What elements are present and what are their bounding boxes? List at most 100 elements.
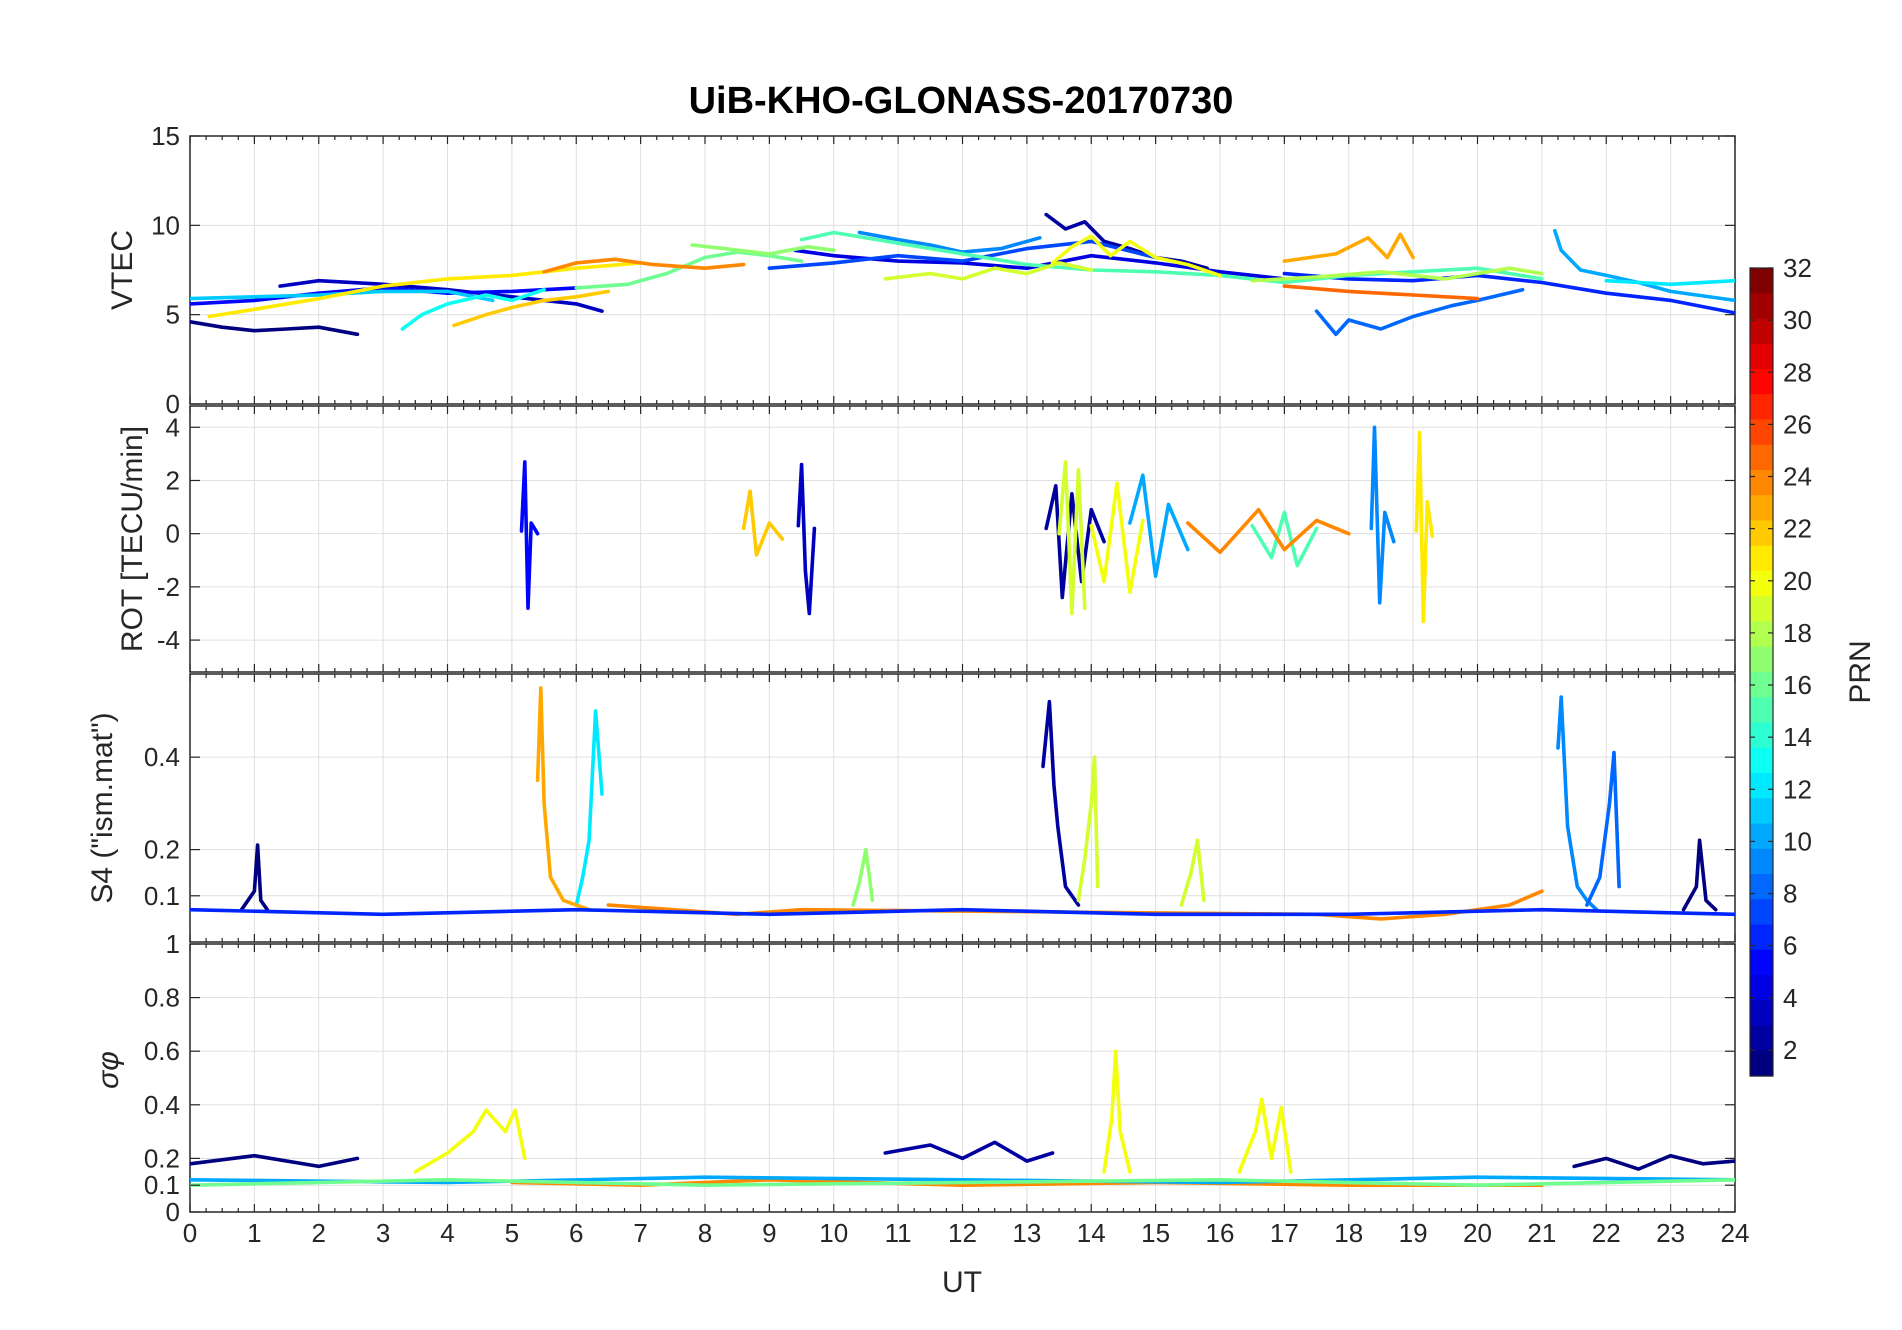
colorbar-tick-label: 28: [1783, 357, 1812, 387]
colorbar-tick-label: 32: [1783, 253, 1812, 283]
s4-trace-prn-12: [574, 709, 604, 907]
sigma-phi-trace-prn-20: [413, 1108, 527, 1174]
colorbar-band: [1750, 1050, 1773, 1077]
colorbar-band: [1750, 773, 1773, 799]
colorbar-tick-label: 8: [1783, 879, 1797, 909]
vtec-ytick-label: 10: [151, 210, 180, 240]
rot-trace-prn-10: [1128, 473, 1190, 578]
s4-trace-prn-2: [1041, 699, 1081, 907]
rot-panel: -4 -2 0 2 4 ROT [TECU/min]: [116, 405, 1736, 673]
s4-trace-prn-23: [535, 686, 591, 912]
s4-trace-prn-19: [1076, 755, 1100, 903]
vtec-trace-prn-6: [1282, 271, 1735, 315]
colorbar-band: [1750, 470, 1773, 496]
s4-panel: 0.1 0.2 0.4 S4 ("ism.mat"): [86, 673, 1736, 943]
x-tick-label: 15: [1141, 1218, 1170, 1248]
vtec-ytick-label: 15: [151, 121, 180, 151]
colorbar-band: [1750, 545, 1773, 572]
x-tick-labels: 0 1 2 3 4 5 6 7 8 9 10 11 12 13 14 15 16 17 18 19 20 21 22 23 24: [183, 1218, 1750, 1248]
vtec-ytick-label: 0: [166, 389, 180, 419]
colorbar-band: [1750, 722, 1773, 749]
colorbar-tick-label: 20: [1783, 566, 1812, 596]
colorbar-band: [1750, 1025, 1773, 1052]
colorbar-band: [1750, 621, 1773, 648]
rot-ytick-label: -2: [157, 572, 180, 602]
vtec-trace-prn-21: [207, 261, 643, 319]
colorbar-band: [1750, 975, 1773, 1001]
x-tick-label: 12: [948, 1218, 977, 1248]
vtec-trace-prn-17: [690, 243, 836, 256]
vtec-trace-prn-15: [799, 230, 1544, 285]
s4-trace-prn-19: [1179, 838, 1206, 907]
s4-trace-prn-6: [190, 907, 1735, 917]
colorbar-band: [1750, 419, 1773, 446]
rot-ytick-label: -4: [157, 625, 180, 655]
x-tick-label: 10: [819, 1218, 848, 1248]
rot-ytick-label: 4: [166, 412, 180, 442]
colorbar-band: [1750, 949, 1773, 976]
x-tick-label: 0: [183, 1218, 197, 1248]
x-tick-label: 13: [1012, 1218, 1041, 1248]
sigma-phi-ytick-label: 1: [166, 929, 180, 959]
colorbar-frame: [1749, 267, 1774, 1077]
vtec-trace-prn-8: [1314, 287, 1525, 337]
vtec-trace-prn-1: [190, 320, 360, 337]
sigma-phi-panel: 00.10.2 0.4 0.6 0.8 1 σφ: [92, 929, 1736, 1227]
x-axis-label: UT: [942, 1266, 982, 1299]
colorbar-tick-label: 26: [1783, 409, 1812, 439]
vtec-panel: 0 5 10 15 VTEC: [106, 121, 1736, 419]
s4-trace-prn-1: [239, 843, 270, 912]
rot-trace-prn-24: [1186, 507, 1351, 555]
x-tick-label: 16: [1206, 1218, 1235, 1248]
vtec-trace-prn-18: [1250, 266, 1544, 283]
x-tick-label: 22: [1592, 1218, 1621, 1248]
vtec-ylabel: VTEC: [106, 230, 139, 310]
colorbar-band: [1750, 798, 1773, 825]
colorbar-band: [1750, 369, 1773, 395]
sigma-phi-trace-prn-1: [190, 1153, 360, 1169]
colorbar-band: [1750, 293, 1773, 320]
colorbar-band: [1750, 318, 1773, 345]
sigma-phi-ylabel: σφ: [92, 1051, 125, 1089]
sigma-phi-trace-prn-10: [190, 1175, 1735, 1185]
sigma-phi-ytick-label: 0.8: [144, 983, 180, 1013]
colorbar-band: [1750, 823, 1773, 850]
x-tick-label: 17: [1270, 1218, 1299, 1248]
colorbar-band: [1750, 343, 1773, 370]
colorbar-band: [1750, 596, 1773, 623]
vtec-trace-prn-24: [542, 257, 746, 274]
colorbar-tick-label: 18: [1783, 618, 1812, 648]
vtec-trace-prn-22: [452, 289, 611, 328]
sigma-phi-trace-prn-1: [1572, 1153, 1735, 1171]
sigma-phi-ytick-label: 0.1: [144, 1170, 180, 1200]
vtec-trace-prn-20: [1050, 234, 1222, 278]
x-tick-label: 2: [312, 1218, 326, 1248]
x-tick-label: 1: [247, 1218, 261, 1248]
x-tick-label: 3: [376, 1218, 390, 1248]
colorbar-band: [1750, 520, 1773, 547]
rot-ylabel: ROT [TECU/min]: [116, 426, 149, 652]
rot-ytick-label: 0: [166, 519, 180, 549]
sigma-phi-trace-prn-2: [883, 1140, 1055, 1163]
s4-ytick-label: 0.2: [144, 835, 180, 865]
x-tick-label: 23: [1656, 1218, 1685, 1248]
s4-trace-prn-1: [1681, 838, 1718, 912]
colorbar-band: [1750, 672, 1773, 698]
vtec-trace-prn-12: [1604, 278, 1735, 287]
vtec-trace-prn-25: [1282, 284, 1480, 301]
colorbar-band: [1750, 697, 1773, 724]
x-tick-label: 24: [1721, 1218, 1750, 1248]
rot-trace-prn-20: [1089, 481, 1145, 594]
x-tick-label: 4: [440, 1218, 454, 1248]
vtec-trace-prn-7: [767, 239, 1158, 270]
vtec-trace-prn-9: [857, 230, 1042, 254]
rot-trace-prn-19: [1057, 460, 1087, 616]
sigma-phi-ytick-label: 0.4: [144, 1090, 180, 1120]
colorbar-band: [1750, 1000, 1773, 1027]
colorbar-tick-label: 2: [1783, 1035, 1797, 1065]
s4-trace-prn-8: [1585, 750, 1621, 907]
colorbar-tick-label: 10: [1783, 826, 1812, 856]
sigma-phi-trace-prn-20: [1237, 1097, 1293, 1174]
vtec-trace-prn-19: [883, 261, 1094, 281]
vtec-trace-prn-23: [1282, 232, 1415, 263]
